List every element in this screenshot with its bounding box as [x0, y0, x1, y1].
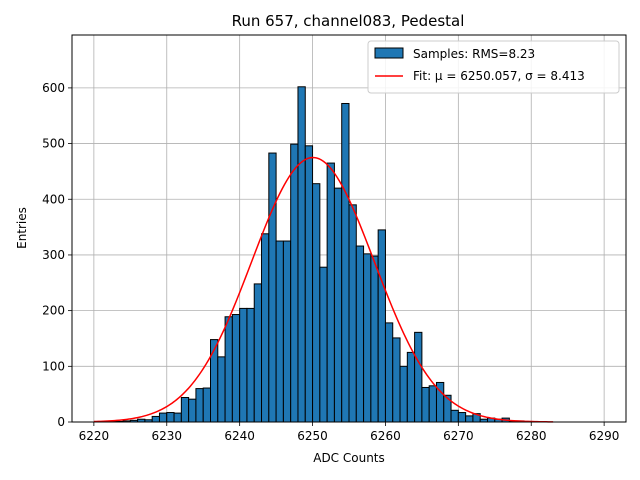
histogram-bar — [224, 316, 233, 423]
y-tick-label: 500 — [42, 137, 65, 151]
y-axis-label: Entries — [15, 207, 29, 249]
histogram-bar — [457, 412, 467, 423]
histogram-bar — [195, 388, 204, 423]
histogram-bar — [297, 86, 306, 423]
histogram-bar — [166, 412, 175, 423]
histogram-bar — [326, 162, 335, 423]
histogram-bar — [231, 314, 241, 423]
histogram-bar — [465, 415, 474, 423]
histogram-bar — [158, 412, 168, 423]
legend: Samples: RMS=8.23 Fit: μ = 6250.057, σ =… — [367, 40, 620, 94]
x-axis-ticks: 6220 6230 6240 6250 6260 6270 6280 6290 — [79, 422, 620, 443]
histogram-bar — [450, 409, 459, 423]
histogram-bar — [239, 307, 248, 423]
histogram-bar — [370, 255, 379, 423]
y-axis-ticks: 0 100 200 300 400 500 600 — [42, 81, 72, 429]
y-tick-label: 100 — [42, 359, 65, 373]
x-tick-label: 6290 — [589, 429, 620, 443]
histogram-bar — [253, 283, 263, 423]
histogram-bar — [202, 387, 211, 423]
histogram-bar — [406, 351, 416, 423]
histogram-bar — [399, 365, 408, 423]
histogram-bar — [261, 233, 270, 423]
histogram-bar — [363, 253, 372, 423]
x-tick-label: 6230 — [151, 429, 182, 443]
y-tick-label: 200 — [42, 304, 65, 318]
histogram-bar — [275, 240, 284, 423]
x-tick-label: 6240 — [224, 429, 255, 443]
plot-frame — [71, 34, 627, 423]
histogram-bar — [188, 398, 197, 423]
histogram-bar — [268, 152, 277, 423]
histogram-bar — [304, 145, 314, 423]
histogram-bar — [173, 412, 182, 423]
histogram-bar — [282, 240, 292, 423]
legend-box — [367, 40, 620, 94]
histogram-bar — [217, 356, 226, 423]
histogram-bars — [107, 86, 532, 423]
y-tick-label: 0 — [57, 415, 65, 429]
histogram-bar — [355, 245, 365, 423]
histogram-bar — [421, 386, 430, 423]
histogram-bar — [384, 322, 394, 423]
chart-title: Run 657, channel083, Pedestal — [232, 12, 465, 30]
histogram-bar — [312, 183, 321, 423]
legend-label-fit: Fit: μ = 6250.057, σ = 8.413 — [413, 69, 585, 83]
histogram-bar — [341, 102, 350, 423]
histogram-bar — [348, 204, 357, 423]
histogram-bar — [151, 415, 160, 423]
y-tick-label: 300 — [42, 248, 65, 262]
legend-swatch-samples — [374, 47, 404, 59]
histogram-bar — [428, 385, 437, 423]
histogram-bar — [210, 339, 219, 423]
histogram-bar — [377, 229, 386, 423]
histogram-bar — [392, 337, 401, 423]
x-tick-label: 6260 — [370, 429, 401, 443]
legend-label-samples: Samples: RMS=8.23 — [413, 47, 535, 61]
histogram-bar — [319, 266, 328, 423]
y-tick-label: 400 — [42, 192, 65, 206]
x-tick-label: 6270 — [443, 429, 474, 443]
x-tick-label: 6250 — [297, 429, 328, 443]
x-tick-label: 6220 — [79, 429, 110, 443]
y-tick-label: 600 — [42, 81, 65, 95]
gaussian-fit-curve — [93, 156, 554, 423]
histogram-bar — [290, 143, 299, 423]
x-tick-label: 6280 — [516, 429, 547, 443]
histogram-bar — [180, 396, 190, 423]
histogram-bar — [246, 307, 255, 423]
x-axis-label: ADC Counts — [313, 451, 385, 465]
histogram-bar — [414, 331, 423, 423]
histogram-bar — [333, 187, 343, 423]
